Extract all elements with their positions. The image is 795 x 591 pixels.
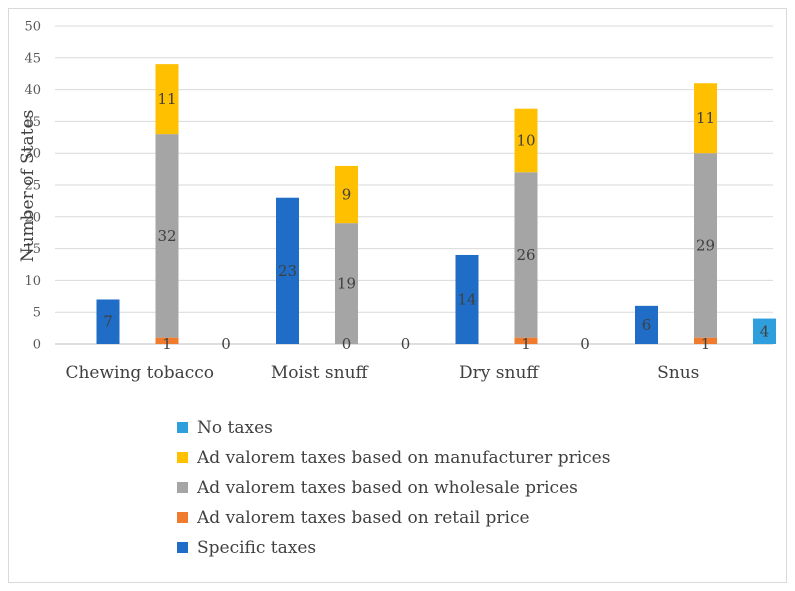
bar-segment-retail	[694, 337, 717, 344]
x-category-label: Snus	[657, 363, 699, 383]
bar-specific-taxes	[96, 299, 120, 344]
data-label: 0	[342, 335, 352, 353]
legend-label: Ad valorem taxes based on manufacturer p…	[196, 448, 610, 468]
chart-frame: 0 5 10 15 20 25 30 35 40 45 50 7 1 32 11 0 23 0 19 9 0 14 1 26…	[8, 8, 787, 583]
y-tick-label: 20	[24, 210, 41, 225]
bar-segment-wholesale	[335, 223, 358, 344]
data-label: 0	[401, 335, 411, 353]
legend-label: No taxes	[197, 418, 273, 438]
bar-segment-wholesale	[155, 134, 179, 338]
x-category-label: Dry snuff	[459, 363, 540, 383]
data-label: 4	[760, 322, 770, 340]
bar-segment-manufacturer	[155, 64, 179, 135]
data-label: 19	[337, 275, 356, 293]
bar-segment-wholesale	[514, 172, 538, 338]
data-label: 23	[278, 262, 297, 280]
data-label: 1	[162, 335, 172, 353]
bar-specific-taxes	[455, 254, 479, 344]
bar-specific-taxes	[276, 197, 299, 344]
legend-label: Specific taxes	[197, 538, 316, 558]
bar-segment-retail	[155, 337, 179, 344]
y-tick-label: 5	[33, 306, 41, 321]
data-label: 11	[157, 90, 176, 108]
bar-no-taxes	[753, 318, 776, 344]
bar-segment-wholesale	[694, 153, 717, 338]
x-category-label: Chewing tobacco	[65, 363, 214, 383]
x-category-label: Moist snuff	[271, 363, 370, 383]
legend-label: Ad valorem taxes based on retail price	[196, 508, 530, 528]
data-label: 32	[157, 227, 176, 245]
data-label: 1	[701, 335, 711, 353]
data-label: 6	[642, 316, 652, 334]
legend-swatch	[177, 422, 188, 433]
bars: 7 1 32 11 0 23 0 19 9 0 14 1 26 10 0 6 1 29 11 4	[96, 64, 776, 353]
y-tick-label: 45	[24, 51, 41, 66]
legend: No taxes Ad valorem taxes based on manufa…	[177, 418, 610, 558]
data-label: 26	[516, 246, 535, 264]
bar-segment-manufacturer	[694, 83, 717, 154]
y-tick-label: 25	[24, 179, 41, 194]
y-tick-label: 35	[24, 115, 41, 130]
data-label: 0	[221, 335, 231, 353]
data-label: 1	[521, 335, 531, 353]
bar-specific-taxes	[635, 305, 658, 344]
y-tick-label: 10	[24, 274, 41, 289]
bar-segment-manufacturer	[335, 165, 358, 224]
data-label: 7	[103, 313, 113, 331]
y-tick-label: 50	[24, 20, 41, 35]
y-axis: 0 5 10 15 20 25 30 35 40 45 50	[24, 20, 41, 353]
bar-segment-manufacturer	[514, 108, 538, 173]
legend-swatch	[177, 512, 188, 523]
data-label: 9	[342, 186, 352, 204]
y-tick-label: 0	[33, 338, 41, 353]
legend-swatch	[177, 482, 188, 493]
legend-swatch	[177, 542, 188, 553]
x-axis: Chewing tobacco Moist snuff Dry snuff Snus	[65, 363, 699, 383]
bar-segment-retail	[514, 337, 538, 344]
data-label: 10	[516, 131, 535, 149]
legend-swatch	[177, 452, 188, 463]
data-label: 29	[696, 236, 715, 254]
y-axis-label: Number of States	[18, 110, 38, 263]
data-label: 11	[696, 109, 715, 127]
legend-label: Ad valorem taxes based on wholesale pric…	[196, 478, 578, 498]
y-tick-label: 30	[24, 147, 41, 162]
y-tick-label: 40	[24, 83, 41, 98]
data-label: 0	[580, 335, 590, 353]
y-tick-label: 15	[24, 242, 41, 257]
data-label: 14	[457, 290, 476, 308]
